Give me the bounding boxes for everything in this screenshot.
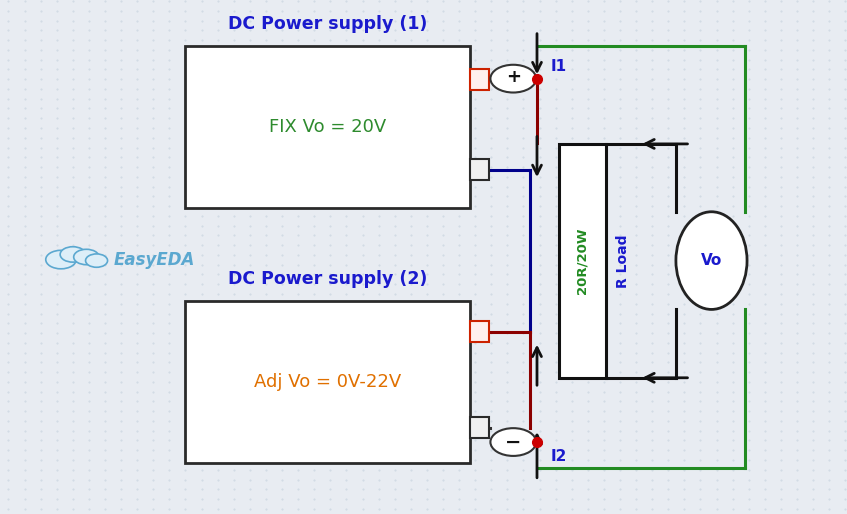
Bar <box>185 46 470 208</box>
Circle shape <box>46 250 76 269</box>
Text: Vo: Vo <box>700 253 722 268</box>
Text: DC Power supply (1): DC Power supply (1) <box>228 15 427 33</box>
Text: +: + <box>506 68 521 86</box>
Text: DC Power supply (2): DC Power supply (2) <box>228 270 427 288</box>
Circle shape <box>74 249 99 265</box>
Bar <box>559 144 606 378</box>
Bar <box>470 69 489 90</box>
Bar <box>470 321 489 342</box>
Bar <box>185 301 470 463</box>
Circle shape <box>86 254 108 267</box>
Bar <box>470 159 489 180</box>
Text: FIX Vo = 20V: FIX Vo = 20V <box>268 118 386 136</box>
Text: I1: I1 <box>551 59 567 75</box>
Text: 20R/20W: 20R/20W <box>576 228 589 294</box>
Ellipse shape <box>676 212 747 309</box>
Text: R Load: R Load <box>616 234 630 288</box>
Bar <box>470 417 489 438</box>
Circle shape <box>490 65 536 93</box>
Circle shape <box>490 428 536 456</box>
Circle shape <box>60 247 86 262</box>
Text: EasyEDA: EasyEDA <box>113 250 195 269</box>
Text: −: − <box>505 433 522 451</box>
Text: I2: I2 <box>551 449 567 464</box>
Text: Adj Vo = 0V-22V: Adj Vo = 0V-22V <box>254 373 401 391</box>
